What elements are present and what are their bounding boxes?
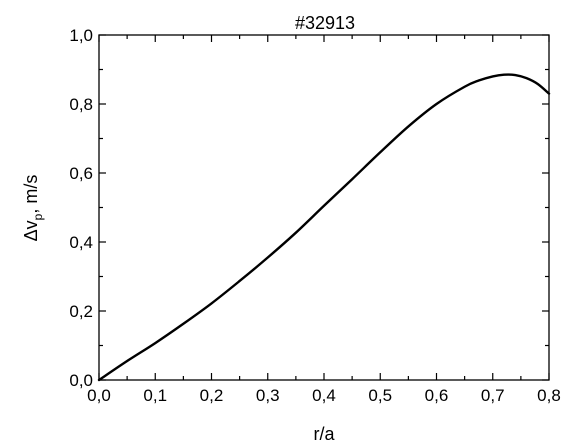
y-axis-title: Δvp, m/s bbox=[21, 175, 45, 242]
x-tick-label: 0,6 bbox=[425, 386, 449, 405]
y-tick-label: 0,2 bbox=[69, 302, 93, 321]
plot-frame bbox=[98, 34, 550, 381]
x-tick-label: 0,0 bbox=[87, 386, 111, 405]
series-line bbox=[97, 73, 551, 382]
chart-title: #32913 bbox=[295, 13, 355, 33]
axis-ticks bbox=[98, 34, 550, 381]
y-axis-title-unit: , m/s bbox=[21, 175, 41, 214]
axis-tick-labels: 0,0 0,1 0,2 0,3 0,4 0,5 0,6 0,7 0,8 0,0 0,2 0,4 0,6 0… bbox=[69, 26, 560, 405]
y-tick-label: 1,0 bbox=[69, 26, 93, 45]
y-tick-label: 0,0 bbox=[69, 371, 93, 390]
y-axis-title-subscript: p bbox=[31, 213, 45, 220]
x-tick-label: 0,3 bbox=[256, 386, 280, 405]
x-axis-title: r/a bbox=[313, 424, 335, 444]
x-tick-label: 0,5 bbox=[368, 386, 392, 405]
x-tick-label: 0,2 bbox=[200, 386, 224, 405]
x-tick-label: 0,4 bbox=[312, 386, 336, 405]
y-tick-label: 0,6 bbox=[69, 164, 93, 183]
x-tick-label: 0,8 bbox=[537, 386, 561, 405]
y-tick-label: 0,4 bbox=[69, 233, 93, 252]
x-tick-label: 0,7 bbox=[481, 386, 505, 405]
y-axis-title-main: Δv bbox=[21, 220, 41, 241]
x-tick-label: 0,1 bbox=[143, 386, 167, 405]
y-tick-label: 0,8 bbox=[69, 95, 93, 114]
